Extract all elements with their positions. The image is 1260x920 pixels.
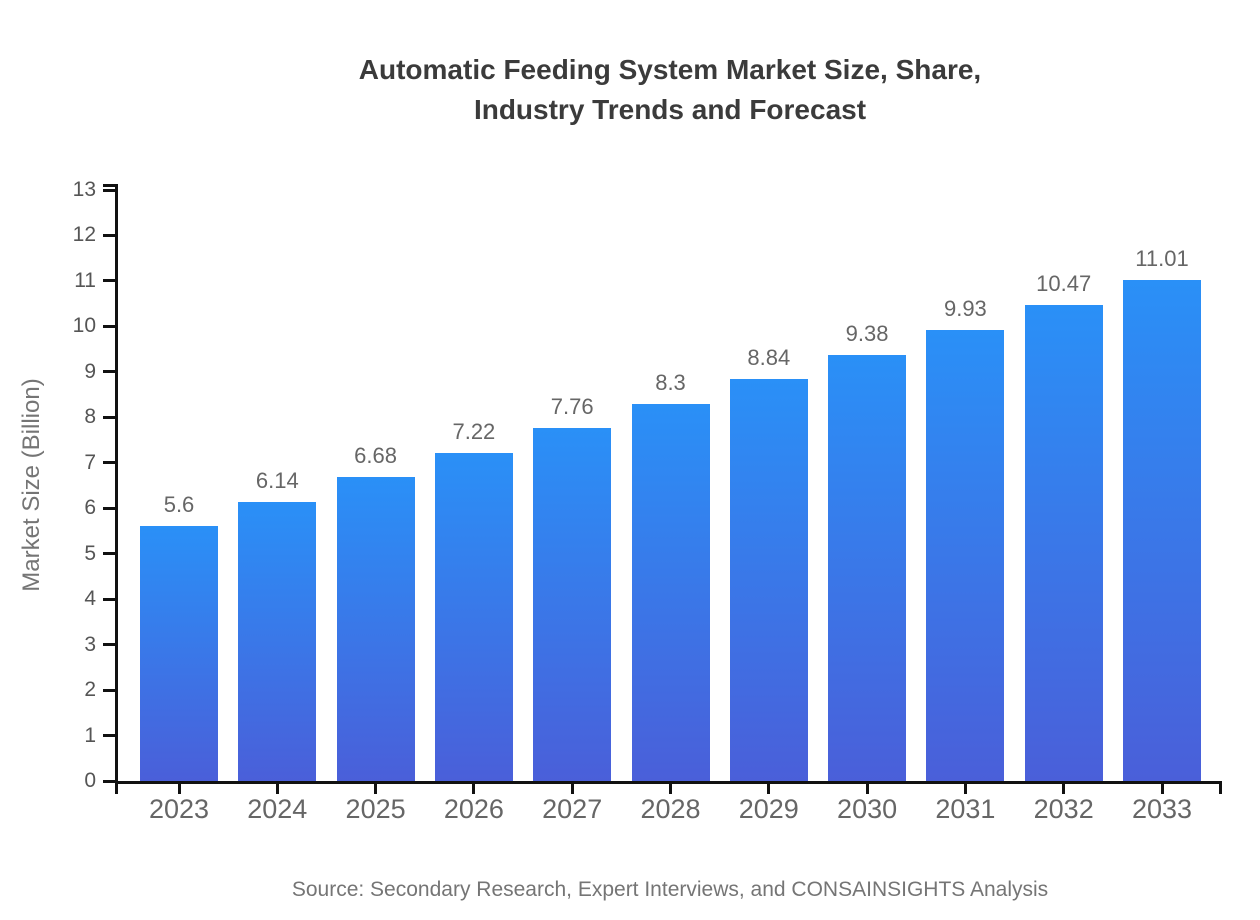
bar xyxy=(1024,305,1103,781)
x-axis-end-cap xyxy=(1219,781,1222,794)
x-tick xyxy=(472,781,476,794)
bar xyxy=(1123,280,1201,781)
bar-value-label: 8.84 xyxy=(747,345,791,371)
bar-value-label: 6.14 xyxy=(255,467,299,493)
y-tick xyxy=(103,324,116,328)
bar xyxy=(828,354,907,781)
y-tick-label: 9 xyxy=(84,359,96,383)
x-tick-label: 2027 xyxy=(542,794,603,824)
y-tick-label: 0 xyxy=(84,769,96,792)
chart-title: Automatic Feeding System Market Size, Sh… xyxy=(80,50,1260,130)
bar xyxy=(533,428,612,781)
y-tick xyxy=(103,597,116,601)
chart-title-line1: Automatic Feeding System Market Size, Sh… xyxy=(358,54,982,85)
bar xyxy=(336,477,415,781)
y-tick xyxy=(103,734,116,738)
x-tick-label: 2028 xyxy=(640,794,701,824)
y-tick xyxy=(103,506,116,510)
y-tick xyxy=(103,643,116,647)
y-axis-top-cap xyxy=(103,184,116,187)
x-tick xyxy=(865,781,869,794)
x-tick-label: 2024 xyxy=(247,794,308,824)
bar-value-label: 6.68 xyxy=(354,443,397,469)
x-tick-label: 2031 xyxy=(935,794,996,824)
y-tick-label: 4 xyxy=(84,587,96,611)
x-tick-label: 2029 xyxy=(738,794,799,824)
y-tick-label: 3 xyxy=(84,632,96,656)
bar-value-label: 10.47 xyxy=(1036,271,1092,297)
y-tick-label: 11 xyxy=(74,268,96,292)
x-tick-label: 2025 xyxy=(345,794,406,824)
y-tick xyxy=(103,688,116,692)
bar xyxy=(729,379,808,781)
bar-value-label: 11.01 xyxy=(1135,246,1189,272)
bar-value-label: 9.38 xyxy=(845,320,889,346)
y-tick-label: 6 xyxy=(84,496,96,520)
y-tick-label: 5 xyxy=(84,541,96,565)
y-tick-label: 10 xyxy=(72,314,96,338)
y-tick-label: 1 xyxy=(84,723,96,747)
x-tick-label: 2026 xyxy=(443,794,504,824)
bar-value-label: 5.6 xyxy=(163,492,195,518)
y-tick-label: 2 xyxy=(84,678,96,702)
x-tick-label: 2032 xyxy=(1033,794,1094,824)
x-tick-label: 2033 xyxy=(1131,794,1193,824)
bar xyxy=(434,452,513,781)
x-tick xyxy=(275,781,279,794)
x-tick-label: 2030 xyxy=(837,794,898,824)
x-tick xyxy=(1160,781,1164,794)
bar xyxy=(238,501,317,781)
y-tick-label: 8 xyxy=(84,405,96,429)
y-tick-label: 13 xyxy=(72,178,96,201)
x-tick xyxy=(570,781,574,794)
x-tick xyxy=(374,781,378,794)
y-tick xyxy=(103,779,116,783)
y-tick xyxy=(103,233,116,237)
x-axis-line xyxy=(114,781,1222,784)
chart-title-line2: Industry Trends and Forecast xyxy=(473,94,867,125)
source-note: Source: Secondary Research, Expert Inter… xyxy=(291,878,1049,901)
y-tick-label: 7 xyxy=(84,450,96,474)
bar xyxy=(140,526,218,781)
x-tick-label: 2023 xyxy=(148,794,210,824)
x-tick xyxy=(177,781,181,794)
y-tick xyxy=(103,188,116,192)
bar-value-label: 7.76 xyxy=(550,394,594,420)
y-tick xyxy=(103,279,116,283)
x-tick xyxy=(963,781,967,794)
bar-value-label: 9.93 xyxy=(943,295,987,321)
x-tick xyxy=(767,781,771,794)
y-tick xyxy=(103,552,116,556)
y-tick-label: 12 xyxy=(72,223,96,247)
y-tick xyxy=(103,461,116,465)
bar-value-label: 8.3 xyxy=(655,369,686,395)
y-axis-line xyxy=(114,184,118,794)
y-tick xyxy=(103,370,116,374)
bar xyxy=(631,403,710,781)
y-tick xyxy=(103,415,116,419)
bar-value-label: 7.22 xyxy=(452,418,496,444)
x-tick xyxy=(1062,781,1066,794)
bar xyxy=(926,329,1005,781)
x-tick xyxy=(669,781,672,794)
